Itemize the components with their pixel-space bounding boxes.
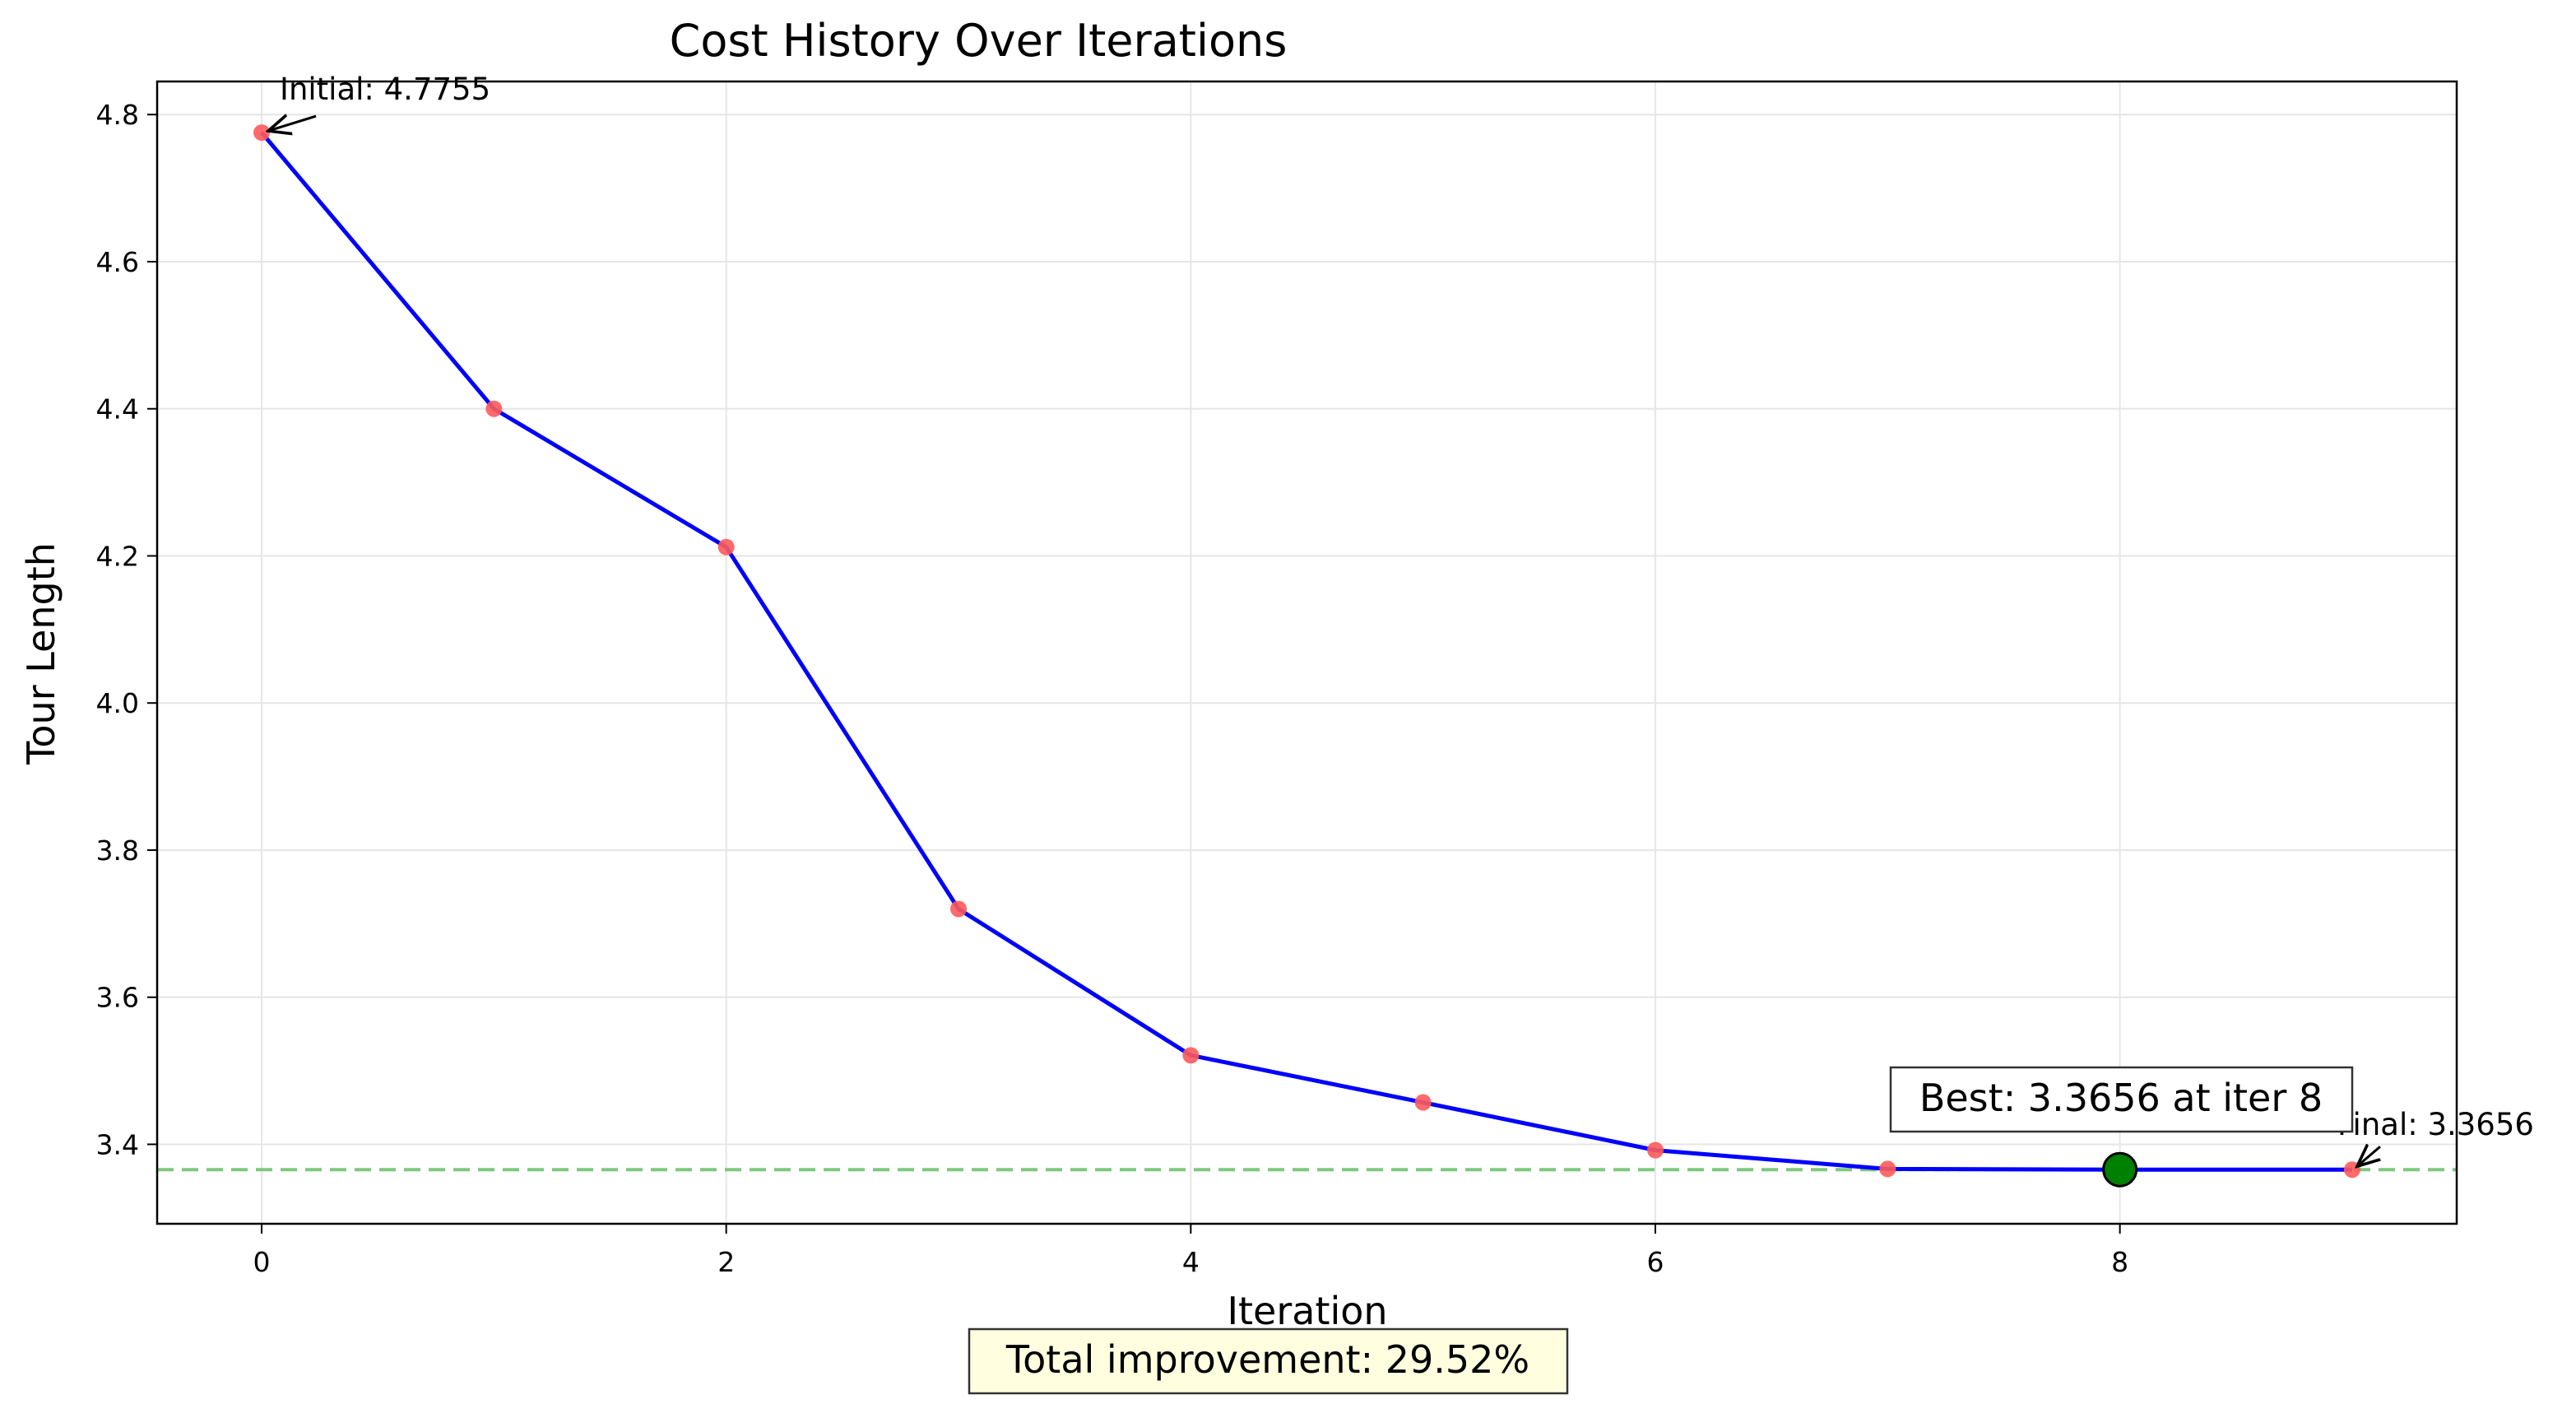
x-tick-label: 6 [1646, 1246, 1664, 1278]
x-tick-label: 0 [253, 1246, 271, 1278]
best-point-marker [2102, 1151, 2138, 1188]
final-annotation: Final: 3.3656 [2337, 1107, 2534, 1142]
y-tick-label: 4.4 [96, 393, 139, 425]
data-point [1646, 1141, 1664, 1159]
data-point [1414, 1094, 1432, 1111]
data-point [253, 124, 271, 142]
x-ticks: 0 2 4 6 8 [253, 1224, 2128, 1278]
total-improvement-box [968, 1327, 1569, 1395]
y-tick-label: 3.8 [96, 834, 139, 867]
x-tick-label: 8 [2111, 1246, 2128, 1278]
x-tick-label: 4 [1182, 1246, 1200, 1278]
data-point [717, 538, 735, 556]
chart-title: Cost History Over Iterations [670, 15, 1288, 67]
data-point [950, 900, 968, 918]
data-point [2343, 1161, 2360, 1179]
data-points [253, 124, 2360, 1188]
y-tick-label: 3.6 [96, 982, 139, 1014]
x-axis-label: Iteration [1227, 1289, 1387, 1333]
best-annotation: Best: 3.3656 at iter 8 [1919, 1076, 2323, 1120]
y-tick-label: 4.2 [96, 540, 139, 572]
y-tick-label: 4.0 [96, 687, 139, 719]
grid-lines [157, 81, 2457, 1224]
cost-series [260, 131, 2352, 1172]
initial-annotation: Initial: 4.7755 [280, 72, 490, 107]
initial-arrow [268, 116, 317, 131]
y-ticks: 3.4 3.6 3.8 4.0 4.2 4.4 4.6 4.8 [96, 99, 157, 1160]
x-tick-label: 2 [717, 1246, 735, 1278]
plot-frame [155, 80, 2458, 1225]
y-axis-label: Tour Length [19, 542, 63, 765]
final-arrow [2357, 1146, 2381, 1166]
data-point [485, 400, 503, 417]
y-tick-label: 3.4 [96, 1128, 139, 1160]
total-improvement-label: Total improvement: 29.52% [1005, 1337, 1529, 1382]
data-point [1879, 1160, 1896, 1178]
annotations: Initial: 4.7755 Final: 3.3656 Best: 3.36… [268, 72, 2534, 1166]
data-point [1182, 1047, 1200, 1064]
best-annotation-box [1889, 1066, 2354, 1133]
y-tick-label: 4.8 [96, 99, 139, 131]
series-line [260, 131, 2352, 1172]
y-tick-label: 4.6 [96, 246, 139, 278]
